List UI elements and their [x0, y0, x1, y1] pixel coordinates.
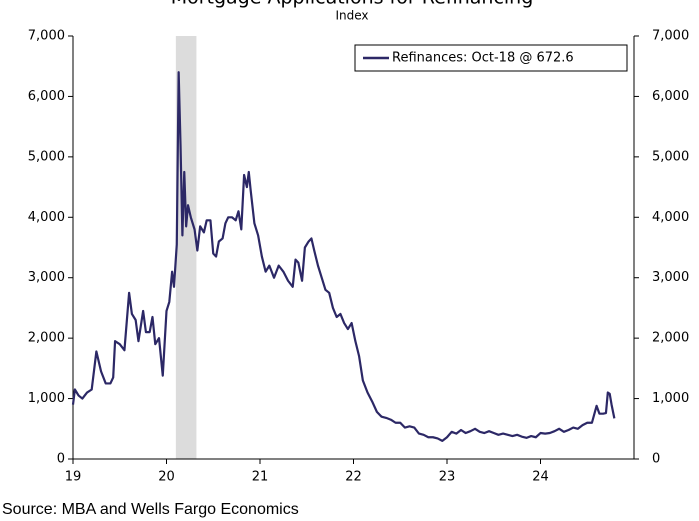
y2-tick-label: 1,000	[652, 391, 689, 406]
x-tick-label: 19	[65, 470, 82, 485]
chart-subtitle: Index	[335, 9, 368, 23]
chart-title: Mortgage Applications for Refinancing	[171, 0, 534, 9]
source: Source: MBA and Wells Fargo Economics	[2, 501, 299, 518]
y-tick-label: 6,000	[28, 89, 65, 104]
y2-tick-label: 2,000	[652, 331, 689, 346]
y-tick-label: 2,000	[28, 331, 65, 346]
y2-tick-label: 5,000	[652, 149, 689, 164]
legend-label: Refinances: Oct-18 @ 672.6	[392, 51, 574, 66]
x-tick-label: 21	[252, 470, 269, 485]
series-line	[71, 71, 616, 442]
x-tick-label: 23	[439, 470, 456, 485]
y-tick-label: 4,000	[28, 210, 65, 225]
y2-tick-label: 4,000	[652, 210, 689, 225]
y-tick-label: 3,000	[28, 270, 65, 285]
y2-tick-label: 6,000	[652, 89, 689, 104]
y2-tick-label: 3,000	[652, 270, 689, 285]
y-tick-label: 7,000	[28, 29, 65, 44]
legend-box	[354, 44, 628, 72]
y2-tick-label: 7,000	[652, 29, 689, 44]
x-tick-label: 20	[158, 470, 175, 485]
y-tick-label: 1,000	[28, 391, 65, 406]
y-tick-label: 0	[57, 452, 65, 467]
y-tick-label: 5,000	[28, 149, 65, 164]
x-tick-label: 24	[532, 470, 549, 485]
x-tick-label: 22	[345, 470, 362, 485]
y2-tick-label: 0	[652, 452, 660, 467]
